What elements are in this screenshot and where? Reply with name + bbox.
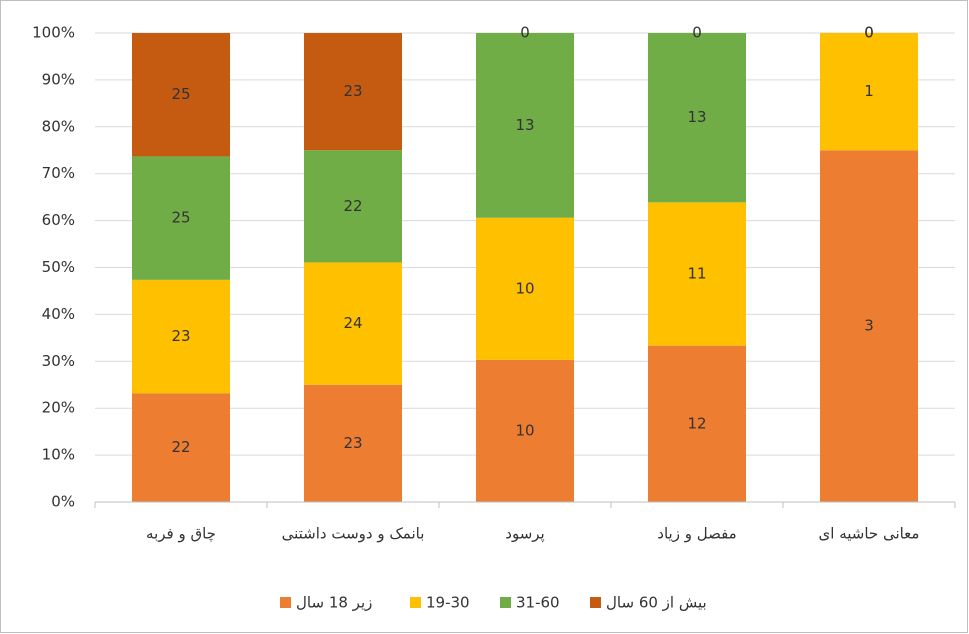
data-label: 0 xyxy=(864,24,874,42)
data-label: 12 xyxy=(687,414,706,432)
data-label: 13 xyxy=(515,116,534,134)
bar-segment xyxy=(132,279,230,394)
bar-segment xyxy=(132,33,230,157)
bar-segment xyxy=(648,345,746,502)
y-tick-label: 30% xyxy=(42,352,75,370)
y-tick-label: 0% xyxy=(51,493,75,511)
y-tick-label: 60% xyxy=(42,211,75,229)
data-label: 23 xyxy=(171,327,190,345)
data-label: 25 xyxy=(171,85,190,103)
data-label: 0 xyxy=(692,24,702,42)
data-label: 13 xyxy=(687,108,706,126)
bar-segment xyxy=(648,33,746,203)
bar-segment xyxy=(132,393,230,502)
x-tick-label: پرسود xyxy=(505,525,544,544)
bar-segment xyxy=(304,33,402,151)
x-tick-label: معانی حاشیه ای xyxy=(819,525,920,543)
data-label: 0 xyxy=(520,24,530,42)
data-label: 0 xyxy=(864,24,874,42)
bar-segment xyxy=(304,262,402,385)
y-tick-label: 40% xyxy=(42,305,75,323)
legend-swatch xyxy=(280,597,291,608)
data-label: 10 xyxy=(515,421,534,439)
x-tick-label: بانمک و دوست داشتنی xyxy=(282,525,425,543)
data-label: 23 xyxy=(343,82,362,100)
data-label: 22 xyxy=(171,438,190,456)
bar-segment xyxy=(304,150,402,263)
data-label: 3 xyxy=(864,317,874,335)
data-label: 24 xyxy=(343,314,362,332)
x-tick-label: مفصل و زیاد xyxy=(657,525,736,543)
legend-swatch xyxy=(590,597,601,608)
y-tick-label: 50% xyxy=(42,258,75,276)
y-tick-label: 10% xyxy=(42,446,75,464)
legend-label: 31-60 xyxy=(516,594,560,612)
y-tick-label: 80% xyxy=(42,117,75,135)
bar-segment xyxy=(820,150,918,502)
bar-segment xyxy=(820,33,918,151)
data-label: 1 xyxy=(864,82,874,100)
bar-segment xyxy=(476,33,574,218)
bar-segment xyxy=(648,202,746,346)
bar-segment xyxy=(304,384,402,502)
legend-label: بیش از 60 سال xyxy=(606,594,707,612)
y-tick-label: 70% xyxy=(42,164,75,182)
data-label: 23 xyxy=(343,434,362,452)
legend-swatch xyxy=(410,597,421,608)
y-tick-label: 100% xyxy=(32,24,75,42)
bar-segment xyxy=(476,217,574,360)
y-tick-label: 20% xyxy=(42,399,75,417)
data-label: 10 xyxy=(515,279,534,297)
data-label: 11 xyxy=(687,265,706,283)
data-label: 25 xyxy=(171,209,190,227)
data-label: 22 xyxy=(343,197,362,215)
bar-segment xyxy=(476,359,574,502)
legend-swatch xyxy=(500,597,511,608)
legend-label: زیر 18 سال xyxy=(296,594,372,612)
y-tick-label: 90% xyxy=(42,70,75,88)
legend-label: 19-30 xyxy=(426,594,470,612)
x-tick-label: چاق و فربه xyxy=(146,525,216,543)
bar-segment xyxy=(132,156,230,280)
